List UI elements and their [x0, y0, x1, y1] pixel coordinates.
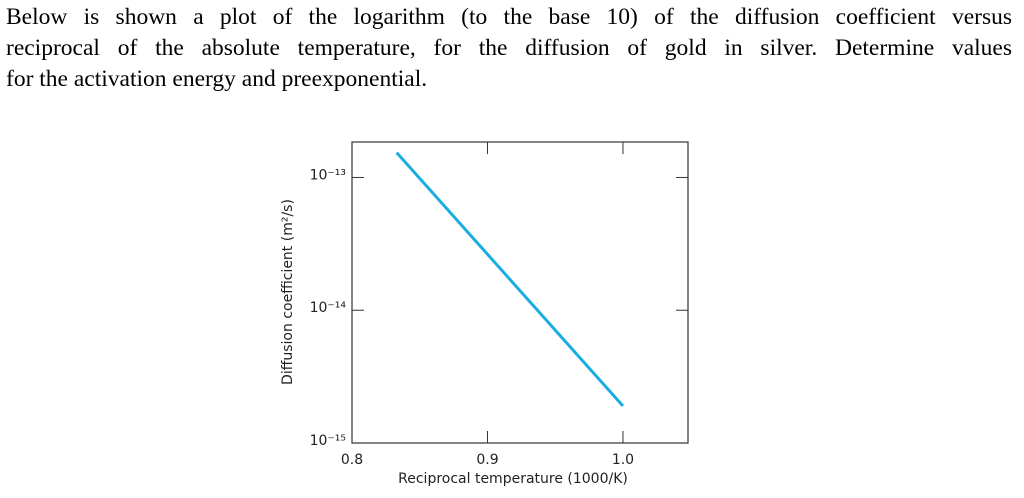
question-line: Below is shown a plot of the logarithm (… [6, 4, 1012, 30]
y-tick-label: 10⁻¹⁴ [310, 300, 347, 316]
question-line: reciprocal of the absolute temperature, … [6, 35, 1012, 61]
y-axis-label: Diffusion coefficient (m²/s) [280, 199, 296, 385]
x-tick-label: 1.0 [612, 452, 634, 468]
x-tick-label: 0.9 [476, 452, 498, 468]
x-tick-label: 0.8 [341, 452, 363, 468]
plot-frame [351, 141, 689, 444]
y-tick-label: 10⁻¹³ [310, 167, 346, 183]
question-line: for the activation energy and preexponen… [6, 66, 428, 92]
y-tick-label: 10⁻¹⁵ [310, 433, 346, 449]
question: Below is shown a plot of the logarithm (… [6, 2, 1012, 95]
x-axis-label: Reciprocal temperature (1000/K) [398, 471, 628, 487]
data-line [395, 151, 625, 407]
